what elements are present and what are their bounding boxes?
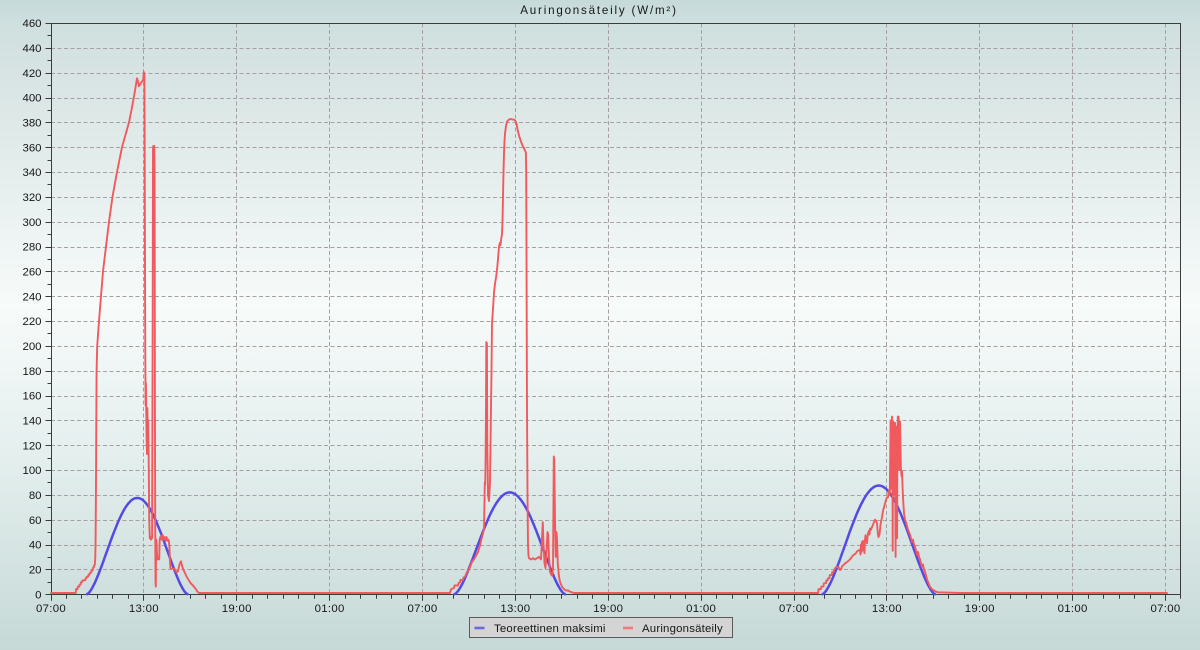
svg-text:13:00: 13:00 <box>129 603 159 615</box>
svg-text:420: 420 <box>22 68 41 80</box>
svg-text:07:00: 07:00 <box>407 603 437 615</box>
svg-text:160: 160 <box>22 391 41 403</box>
svg-text:180: 180 <box>22 366 41 378</box>
svg-text:400: 400 <box>22 93 41 105</box>
svg-text:40: 40 <box>29 540 42 552</box>
svg-text:220: 220 <box>22 316 41 328</box>
svg-text:460: 460 <box>22 18 41 30</box>
svg-text:07:00: 07:00 <box>36 603 66 615</box>
svg-text:13:00: 13:00 <box>500 603 530 615</box>
svg-text:380: 380 <box>22 117 41 129</box>
svg-text:140: 140 <box>22 416 41 428</box>
svg-text:19:00: 19:00 <box>965 603 995 615</box>
svg-text:200: 200 <box>22 341 41 353</box>
svg-text:Auringonsäteily: Auringonsäteily <box>642 623 723 635</box>
svg-text:01:00: 01:00 <box>1058 603 1088 615</box>
svg-text:280: 280 <box>22 242 41 254</box>
svg-text:120: 120 <box>22 440 41 452</box>
svg-text:260: 260 <box>22 266 41 278</box>
svg-text:60: 60 <box>29 515 42 527</box>
svg-text:20: 20 <box>29 565 42 577</box>
svg-text:19:00: 19:00 <box>593 603 623 615</box>
svg-text:13:00: 13:00 <box>872 603 902 615</box>
svg-text:320: 320 <box>22 192 41 204</box>
svg-text:240: 240 <box>22 291 41 303</box>
svg-text:19:00: 19:00 <box>222 603 252 615</box>
svg-text:0: 0 <box>35 589 41 601</box>
svg-text:07:00: 07:00 <box>1150 603 1180 615</box>
svg-text:100: 100 <box>22 465 41 477</box>
svg-text:440: 440 <box>22 43 41 55</box>
svg-text:07:00: 07:00 <box>779 603 809 615</box>
svg-text:340: 340 <box>22 167 41 179</box>
svg-text:300: 300 <box>22 217 41 229</box>
svg-text:01:00: 01:00 <box>315 603 345 615</box>
svg-text:80: 80 <box>29 490 42 502</box>
svg-text:360: 360 <box>22 142 41 154</box>
svg-text:Teoreettinen maksimi: Teoreettinen maksimi <box>494 623 606 635</box>
svg-text:Auringonsäteily (W/m²): Auringonsäteily (W/m²) <box>520 4 678 17</box>
svg-text:01:00: 01:00 <box>686 603 716 615</box>
